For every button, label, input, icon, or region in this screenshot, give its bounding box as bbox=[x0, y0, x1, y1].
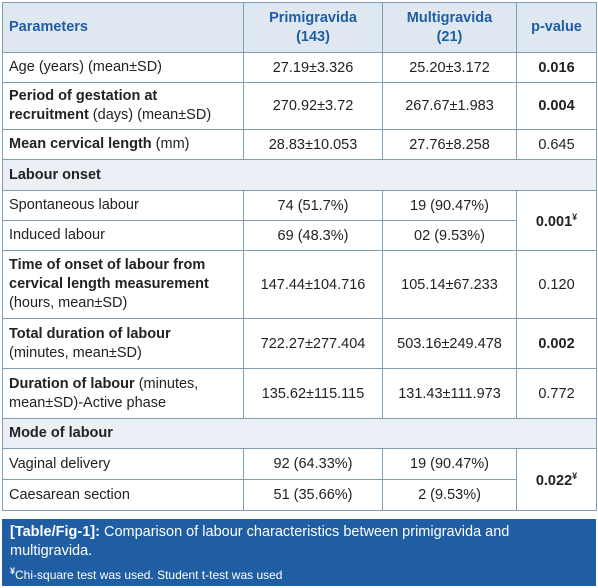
total-duration-pvalue-text: 0.002 bbox=[538, 335, 575, 352]
multigravida-label: Multigravida bbox=[406, 9, 493, 26]
active-duration-pvalue: 0.772 bbox=[516, 368, 597, 419]
vaginal-label: Vaginal delivery bbox=[2, 448, 244, 480]
table-row-vaginal: Vaginal delivery 92 (64.33%) 19 (90.47%)… bbox=[2, 448, 597, 511]
total-duration-label-rest: (minutes, mean±SD) bbox=[9, 344, 142, 361]
spontaneous-label: Spontaneous labour bbox=[2, 190, 244, 221]
table-row-active-duration: Duration of labour (minutes, mean±SD)-Ac… bbox=[2, 368, 597, 419]
table-row-caesarean: Caesarean section 51 (35.66%) 2 (9.53%) bbox=[2, 479, 597, 511]
spontaneous-primigravida: 74 (51.7%) bbox=[243, 190, 383, 221]
gestation-pvalue: 0.004 bbox=[516, 82, 597, 130]
time-onset-label: Time of onset of labour from cervical le… bbox=[2, 250, 244, 319]
header-multigravida: Multigravida (21) bbox=[382, 2, 517, 53]
labour-onset-pvalue-mark: ¥ bbox=[572, 211, 578, 222]
section-row-mode-of-labour: Mode of labour bbox=[2, 418, 597, 449]
active-duration-primigravida: 135.62±115.115 bbox=[243, 368, 383, 419]
active-duration-label: Duration of labour (minutes, mean±SD)-Ac… bbox=[2, 368, 244, 419]
active-duration-label-rest: (minutes, mean±SD)-Active phase bbox=[9, 375, 199, 411]
age-label: Age (years) (mean±SD) bbox=[2, 52, 244, 83]
time-onset-multigravida: 105.14±67.233 bbox=[382, 250, 517, 319]
labour-onset-pvalue-text: 0.001 bbox=[535, 213, 573, 230]
caption-footnote: ¥Chi-square test was used. Student t-tes… bbox=[10, 563, 588, 583]
mode-of-labour-heading: Mode of labour bbox=[2, 418, 597, 449]
cervical-label-rest: (mm) bbox=[151, 136, 190, 152]
active-duration-multigravida: 131.43±111.973 bbox=[382, 368, 517, 419]
vaginal-primigravida: 92 (64.33%) bbox=[243, 448, 383, 480]
primigravida-count: (143) bbox=[296, 28, 330, 45]
figure-caption: [Table/Fig-1]: Comparison of labour char… bbox=[2, 519, 596, 586]
age-pvalue-text: 0.016 bbox=[538, 59, 575, 76]
time-onset-primigravida: 147.44±104.716 bbox=[243, 250, 383, 319]
induced-primigravida: 69 (48.3%) bbox=[243, 220, 383, 251]
gestation-label: Period of gestation at recruitment (days… bbox=[2, 82, 244, 130]
header-primigravida: Primigravida (143) bbox=[243, 2, 383, 53]
gestation-primigravida: 270.92±3.72 bbox=[243, 82, 383, 130]
table-row-induced: Induced labour 69 (48.3%) 02 (9.53%) bbox=[2, 220, 597, 251]
mode-pvalue-mark: ¥ bbox=[572, 470, 578, 481]
caesarean-multigravida: 2 (9.53%) bbox=[382, 479, 517, 511]
labour-onset-heading: Labour onset bbox=[2, 159, 597, 191]
induced-label: Induced labour bbox=[2, 220, 244, 251]
cervical-primigravida: 28.83±10.053 bbox=[243, 129, 383, 160]
age-multigravida: 25.20±3.172 bbox=[382, 52, 517, 83]
table-row-spontaneous: Spontaneous labour 74 (51.7%) 19 (90.47%… bbox=[2, 190, 597, 251]
gestation-pvalue-text: 0.004 bbox=[538, 98, 575, 114]
header-row: Parameters Primigravida (143) Multigravi… bbox=[2, 2, 597, 53]
age-primigravida: 27.19±3.326 bbox=[243, 52, 383, 83]
gestation-label-rest: (days) (mean±SD) bbox=[88, 107, 212, 123]
caesarean-label: Caesarean section bbox=[2, 479, 244, 511]
age-pvalue: 0.016 bbox=[516, 52, 597, 83]
time-onset-label-bold: Time of onset of labour from cervical le… bbox=[9, 257, 209, 292]
table-row-age: Age (years) (mean±SD) 27.19±3.326 25.20±… bbox=[2, 52, 597, 83]
caption-label: [Table/Fig-1]: bbox=[10, 524, 100, 540]
total-duration-pvalue: 0.002 bbox=[516, 318, 597, 369]
mode-pvalue-text: 0.022 bbox=[535, 472, 573, 489]
total-duration-label-bold: Total duration of labour bbox=[9, 325, 171, 342]
total-duration-multigravida: 503.16±249.478 bbox=[382, 318, 517, 369]
cervical-multigravida: 27.76±8.258 bbox=[382, 129, 517, 160]
table-row-cervical: Mean cervical length (mm) 28.83±10.053 2… bbox=[2, 129, 597, 160]
header-pvalue: p-value bbox=[516, 2, 597, 53]
multigravida-count: (21) bbox=[436, 28, 463, 45]
caption-text-line: [Table/Fig-1]: Comparison of labour char… bbox=[10, 523, 588, 561]
caption-text: Comparison of labour characteristics bet… bbox=[10, 524, 510, 559]
caesarean-primigravida: 51 (35.66%) bbox=[243, 479, 383, 511]
labour-characteristics-table: Parameters Primigravida (143) Multigravi… bbox=[2, 2, 597, 511]
total-duration-label: Total duration of labour (minutes, mean±S… bbox=[2, 318, 244, 369]
gestation-multigravida: 267.67±1.983 bbox=[382, 82, 517, 130]
time-onset-pvalue: 0.120 bbox=[516, 250, 597, 319]
table-row-time-onset: Time of onset of labour from cervical le… bbox=[2, 250, 597, 319]
primigravida-label: Primigravida bbox=[269, 9, 357, 26]
cervical-label-bold: Mean cervical length bbox=[9, 136, 152, 152]
footnote-text: Chi-square test was used. Student t-test… bbox=[15, 568, 283, 582]
gestation-label-bold: Period of gestation at recruitment bbox=[9, 88, 158, 123]
mode-pvalue: 0.022¥ bbox=[516, 448, 597, 511]
table-row-total-duration: Total duration of labour (minutes, mean±S… bbox=[2, 318, 597, 369]
total-duration-primigravida: 722.27±277.404 bbox=[243, 318, 383, 369]
time-onset-label-rest: (hours, mean±SD) bbox=[9, 295, 128, 311]
footnote-mark: ¥ bbox=[10, 566, 16, 576]
spontaneous-multigravida: 19 (90.47%) bbox=[382, 190, 517, 221]
active-duration-label-bold: Duration of labour bbox=[9, 375, 135, 392]
cervical-label: Mean cervical length (mm) bbox=[2, 129, 244, 160]
table-row-gestation: Period of gestation at recruitment (days… bbox=[2, 82, 597, 130]
vaginal-multigravida: 19 (90.47%) bbox=[382, 448, 517, 480]
labour-onset-pvalue: 0.001¥ bbox=[516, 190, 597, 251]
cervical-pvalue: 0.645 bbox=[516, 129, 597, 160]
header-parameters: Parameters bbox=[2, 2, 244, 53]
induced-multigravida: 02 (9.53%) bbox=[382, 220, 517, 251]
section-row-labour-onset: Labour onset bbox=[2, 159, 597, 191]
